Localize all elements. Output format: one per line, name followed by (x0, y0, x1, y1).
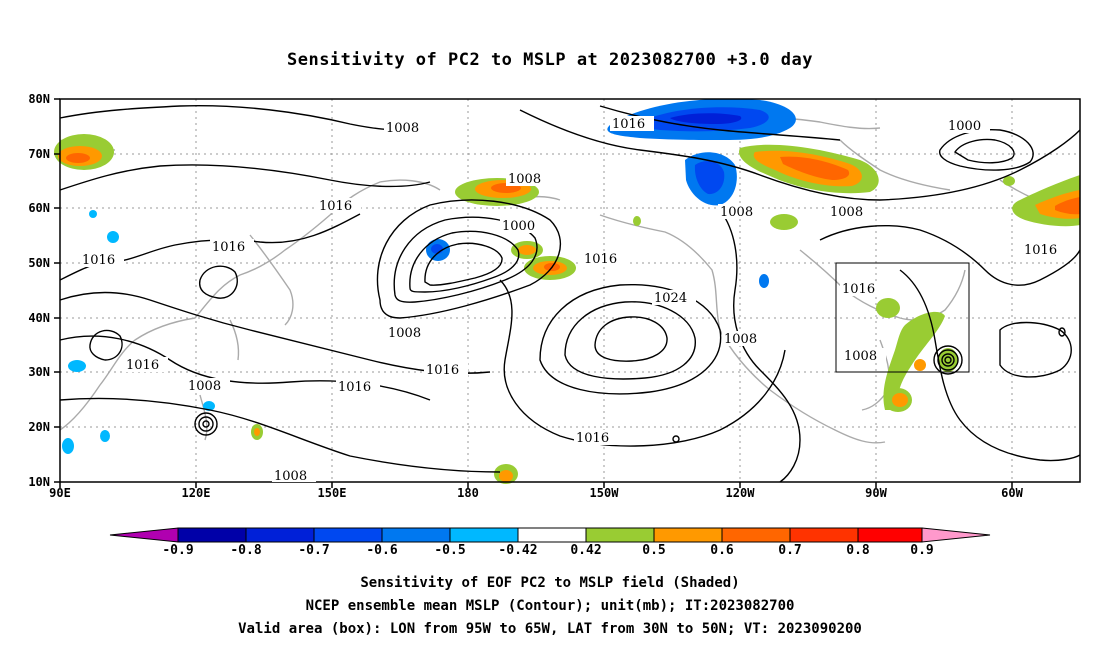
map-border (59, 98, 1081, 483)
contour-label: 1016 (1024, 243, 1057, 258)
colorbar-label: -0.7 (298, 543, 330, 558)
contour-label: 1008 (720, 205, 753, 220)
sensitivity-shading (54, 98, 1080, 484)
mslp-contours (59, 105, 1081, 483)
lon-label: 90E (49, 486, 71, 500)
colorbar-label: 0.5 (642, 543, 666, 558)
colorbar-label: 0.6 (710, 543, 734, 558)
contour-labels: 1008 1008 1016 1016 1000 1000 1008 1008 … (80, 116, 1066, 484)
contour-label: 1008 (188, 379, 221, 394)
colorbar-label: 0.8 (846, 543, 870, 558)
contour-label: 1016 (212, 240, 245, 255)
lon-label: 120E (181, 486, 211, 500)
contour-label: 1008 (508, 172, 541, 187)
caption-line-1: Sensitivity of EOF PC2 to MSLP field (Sh… (360, 575, 740, 591)
contour-label: 1016 (82, 253, 115, 268)
colorbar-label: -0.8 (230, 543, 262, 558)
colorbar-label: -0.42 (498, 543, 538, 558)
caption-line-2: NCEP ensemble mean MSLP (Contour); unit(… (305, 598, 795, 614)
colorbar-swatch (857, 527, 923, 543)
contour-label: 1016 (842, 282, 875, 297)
contour-label: 1016 (576, 431, 609, 446)
colorbar-swatch (449, 527, 519, 543)
lat-label: 10N (28, 475, 50, 489)
colorbar-swatch (313, 527, 383, 543)
colorbar-swatch (177, 527, 247, 543)
contour-label: 1024 (654, 291, 687, 306)
contour-label: 1016 (584, 252, 617, 267)
lon-label: 90W (865, 486, 887, 500)
colorbar-swatch (245, 527, 315, 543)
contour-label: 1008 (388, 326, 421, 341)
lat-label: 40N (28, 311, 50, 325)
lat-label: 50N (28, 256, 50, 270)
colorbar-swatch (109, 527, 179, 543)
colorbar-label: 0.7 (778, 543, 802, 558)
contour-label: 1016 (319, 199, 352, 214)
colorbar-label: -0.9 (162, 543, 194, 558)
colorbar-label: 0.42 (570, 543, 602, 558)
lon-label: 150E (317, 486, 347, 500)
lat-label: 20N (28, 420, 50, 434)
map-title: Sensitivity of PC2 to MSLP at 2023082700… (286, 50, 813, 70)
colorbar-swatch (653, 527, 723, 543)
contour-label: 1008 (274, 469, 307, 484)
contour-label: 1008 (724, 332, 757, 347)
valid-area-box (835, 262, 970, 373)
contour-label: 1016 (126, 358, 159, 373)
lon-label: 60W (1001, 486, 1023, 500)
colorbar-swatch (721, 527, 791, 543)
lat-label: 80N (28, 92, 50, 106)
contour-label: 1016 (426, 363, 459, 378)
lat-label: 30N (28, 365, 50, 379)
caption-line-3: Valid area (box): LON from 95W to 65W, L… (238, 621, 862, 637)
contour-label: 1008 (830, 205, 863, 220)
colorbar-swatch (381, 527, 451, 543)
lat-label: 70N (28, 147, 50, 161)
colorbar-swatch (789, 527, 859, 543)
colorbar (109, 527, 991, 543)
contour-label: 1008 (386, 121, 419, 136)
colorbar-swatch (517, 527, 587, 543)
lon-label: 150W (589, 486, 619, 500)
contour-label: 1008 (844, 349, 877, 364)
axis-ticks (54, 98, 1013, 488)
lat-label: 60N (28, 201, 50, 215)
contour-label: 1016 (338, 380, 371, 395)
colorbar-swatch (585, 527, 655, 543)
colorbar-label: -0.6 (366, 543, 398, 558)
colorbar-label: 0.9 (910, 543, 934, 558)
contour-label: 1016 (612, 117, 645, 132)
contour-label: 1000 (948, 119, 981, 134)
lon-label: 180 (457, 486, 479, 500)
colorbar-label: -0.5 (434, 543, 466, 558)
contour-label: 1000 (502, 219, 535, 234)
lon-label: 120W (725, 486, 755, 500)
map-area (60, 99, 1080, 482)
colorbar-swatch (921, 527, 991, 543)
